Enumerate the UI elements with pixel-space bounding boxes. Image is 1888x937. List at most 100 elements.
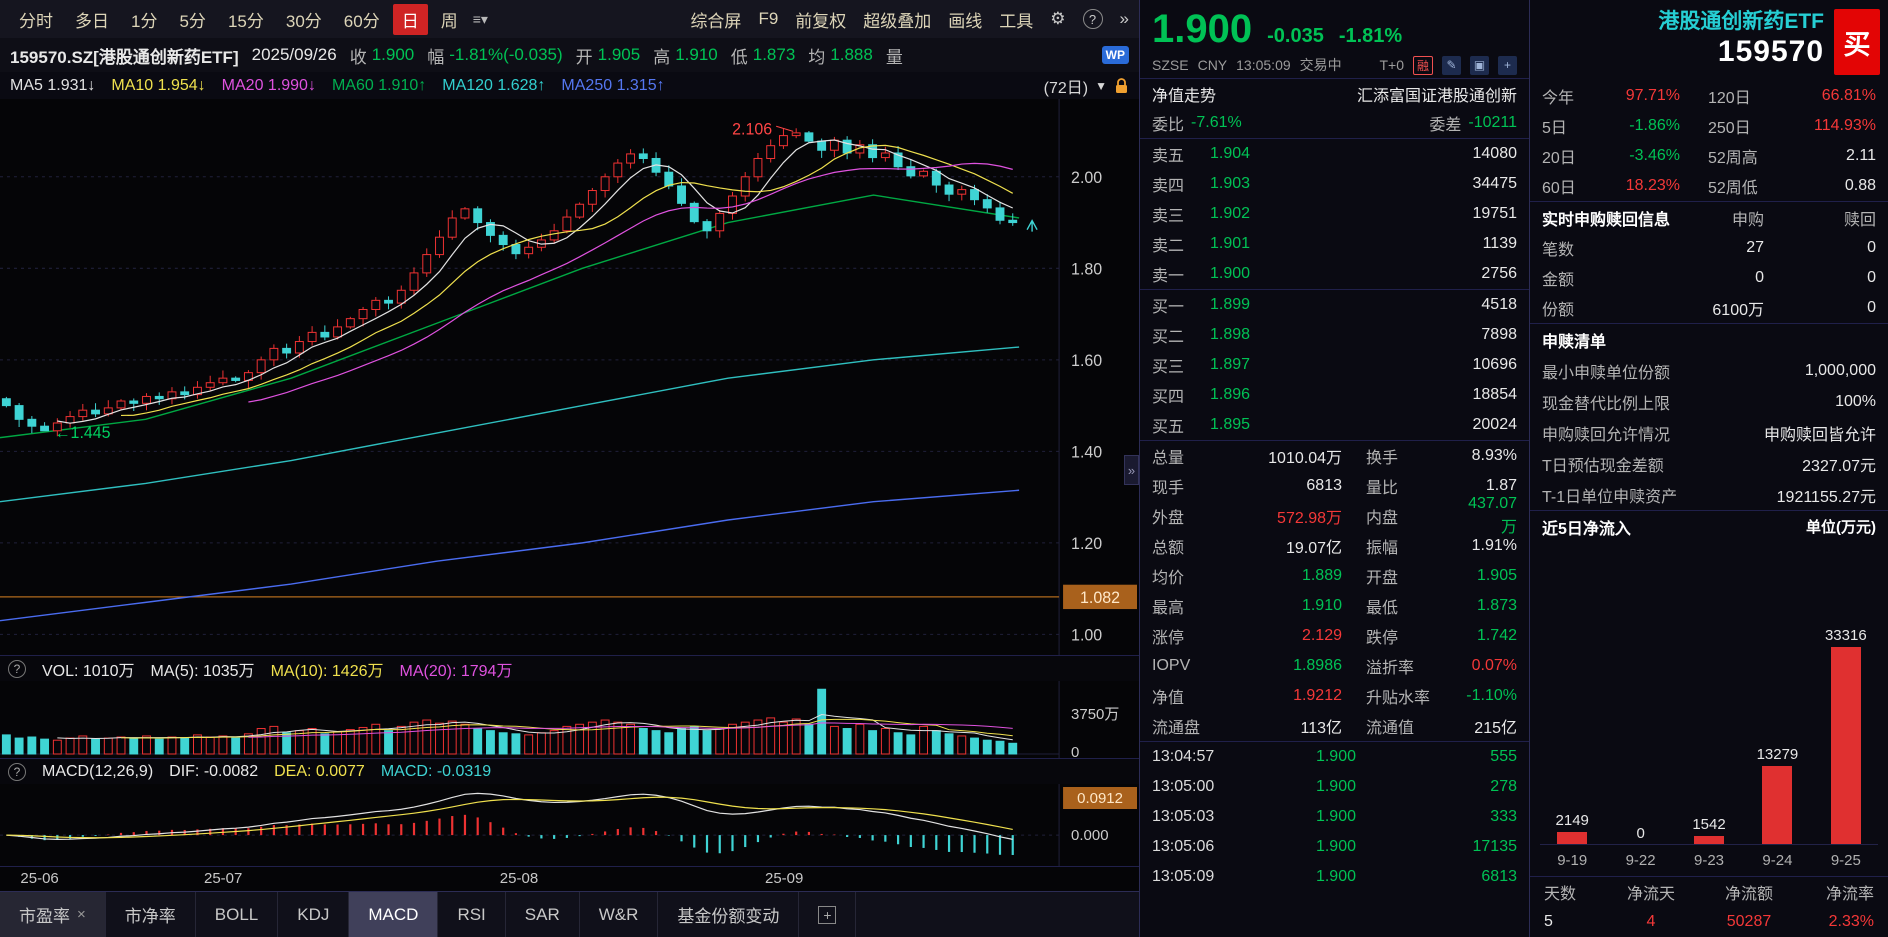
bid-row-4[interactable]: 买四 1.896 18854 [1152,386,1517,406]
volume-chart-area[interactable]: 3750万 0 [0,681,1139,758]
main-chart-area[interactable]: 2.00 1.80 1.60 1.40 1.20 1.00 1.082 2.106 ←1.445… [0,99,1139,655]
price-change-pct: -1.81% [1338,25,1403,47]
add-icon[interactable]: + [1498,55,1517,75]
bid-row-1[interactable]: 买一 1.899 4518 [1152,296,1517,316]
tick-row: 13:05:09 1.900 6813 [1152,868,1517,885]
net-inflow-value: 33316 [1824,627,1867,644]
stat-row: 流通盘 113亿 流通值 215亿 [1152,720,1517,737]
range-dropdown-icon[interactable]: ▼ [1095,78,1107,93]
tick-row: 13:05:06 1.900 17135 [1152,838,1517,855]
svg-text:1.20: 1.20 [1071,535,1102,553]
svg-text:←1.445: ←1.445 [55,424,111,442]
tab-rsi[interactable]: RSI [438,892,506,937]
collapse-panel-handle[interactable]: » [1124,455,1139,485]
stat-row: 净值 1.9212 升贴水率 -1.10% [1152,687,1517,707]
macd-value: MACD: -0.0319 [380,762,492,780]
stat-row: 最高 1.910 最低 1.873 [1152,597,1517,617]
net-inflow-column: 0 9-22 [1606,825,1674,876]
order-imbalance-row: 委比 -7.61% 委差 -10211 [1152,114,1517,134]
svg-text:2.00: 2.00 [1071,169,1102,187]
x-axis-label: 25-09 [765,870,804,887]
redemption-row: T日预估现金差额 2327.07元 [1542,457,1876,475]
tab-fund-share-change[interactable]: 基金份额变动 [658,892,800,937]
indicator-help-icon[interactable]: ? [8,659,26,678]
x-axis-label: 25-06 [20,870,59,887]
help-icon[interactable]: ? [1082,9,1103,29]
ask-row-2[interactable]: 卖二 1.901 1139 [1152,235,1517,255]
lock-icon[interactable] [1114,77,1129,94]
period-daily[interactable]: 日 [392,3,428,35]
period-dropdown-icon[interactable]: ≡▾ [472,10,488,27]
exchange-label: SZSE [1152,57,1189,73]
period-intraday[interactable]: 分时 [19,11,53,31]
tab-sar[interactable]: SAR [506,892,580,937]
ma-indicator-bar: MA5 1.931↓ MA10 1.954↓ MA20 1.990↓ MA60 … [0,72,1139,99]
ask-row-1[interactable]: 卖一 1.900 2756 [1152,265,1517,285]
close-tab-icon[interactable]: × [77,906,86,923]
perf-row: 60日 18.23% 52周低 0.88 [1542,177,1876,197]
ask-row-5[interactable]: 卖五 1.904 14080 [1152,145,1517,165]
summary-headers: 天数 净流天 净流额 净流率 [1544,886,1874,903]
ask-row-4[interactable]: 卖四 1.903 34475 [1152,175,1517,195]
net-inflow-date: 9-25 [1830,852,1861,869]
period-60min[interactable]: 60分 [343,11,380,31]
net-inflow-date: 9-19 [1557,852,1588,869]
quote-panel: 1.900 -0.035 -1.81% SZSE CNY 13:05:09 交易… [1140,0,1530,937]
stat-row: 现手 6813 量比 1.87 [1152,477,1517,497]
period-15min[interactable]: 15分 [227,11,264,31]
menu-forward-adjust[interactable]: 前复权 [795,11,847,31]
quote-stats: 总量 1010.04万 换手 8.93% 现手 6813 量比 1.87 外盘 572.98万… [1140,440,1529,741]
tab-pb-ratio[interactable]: 市净率 [106,892,196,937]
ma20-value: MA20 1.990↓ [221,76,316,94]
subscription-row: 金额 0 0 [1542,269,1876,289]
tplus0-badge: T+0 [1379,57,1404,73]
mini-chart-icon[interactable]: ▣ [1470,55,1489,75]
price-change: -0.035 [1267,25,1324,47]
period-5min[interactable]: 5分 [179,11,206,31]
tab-kdj[interactable]: KDJ [278,892,350,937]
macd-chart-area[interactable]: 0.0912 0.000 [0,784,1139,866]
bid-row-5[interactable]: 买五 1.895 20024 [1152,416,1517,436]
bid-row-3[interactable]: 买三 1.897 10696 [1152,356,1517,376]
fund-name-link[interactable]: 汇添富国证港股通创新 [1356,87,1517,105]
visible-range-label[interactable]: (72日) [1043,79,1089,97]
high-value: 1.910 [675,45,718,64]
tab-boll[interactable]: BOLL [196,892,279,937]
menu-f9[interactable]: F9 [758,9,779,28]
buy-button[interactable]: 买 [1834,9,1880,75]
net-inflow-header: 近5日净流入 单位(万元) [1530,510,1888,542]
bid-row-2[interactable]: 买二 1.898 7898 [1152,326,1517,346]
wp-badge[interactable]: WP [1101,46,1129,64]
redemption-row: 现金替代比例上限 100% [1542,392,1876,413]
period-weekly[interactable]: 周 [440,11,458,31]
nav-trend-link[interactable]: 净值走势 [1152,87,1217,105]
svg-text:2.106: 2.106 [732,120,772,138]
settings-gear-icon[interactable]: ⚙ [1050,9,1066,28]
menu-composite-screen[interactable]: 综合屏 [690,11,742,31]
macd-chart: 0.0912 0.000 [0,784,1138,866]
menu-super-overlay[interactable]: 超级叠加 [863,11,932,31]
quote-time: 13:05:09 [1236,57,1291,73]
indicator-help-icon[interactable]: ? [8,762,26,781]
period-1min[interactable]: 1分 [131,11,158,31]
svg-text:1.60: 1.60 [1071,352,1102,370]
chart-column: 分时 多日 1分 5分 15分 30分 60分 日 周 ≡▾ 综合屏 F9 前复… [0,0,1140,937]
period-multiday[interactable]: 多日 [75,11,109,31]
tab-wr[interactable]: W&R [580,892,659,937]
close-value: 1.900 [371,45,415,64]
tab-macd[interactable]: MACD [349,892,439,937]
instrument-name: 港股通创新药ETF [1658,10,1824,33]
menu-tools[interactable]: 工具 [999,11,1034,31]
svg-text:1.40: 1.40 [1071,443,1102,461]
add-indicator-button[interactable]: + [799,892,857,937]
ma120-value: MA120 1.628↑ [442,76,546,94]
net-inflow-date: 9-23 [1694,852,1725,869]
subscription-row: 份额 6100万 0 [1542,299,1876,319]
ask-row-3[interactable]: 卖三 1.902 19751 [1152,205,1517,225]
period-30min[interactable]: 30分 [285,11,322,31]
tab-pe-ratio[interactable]: 市盈率 × [0,892,106,937]
more-chevrons-icon[interactable]: » [1119,9,1129,28]
edit-icon[interactable]: ✎ [1442,55,1461,75]
performance-grid: 今年 97.71% 120日 66.81% 5日 -1.86% 250日 114.93% 2… [1530,79,1888,201]
menu-draw-line[interactable]: 画线 [948,11,983,31]
